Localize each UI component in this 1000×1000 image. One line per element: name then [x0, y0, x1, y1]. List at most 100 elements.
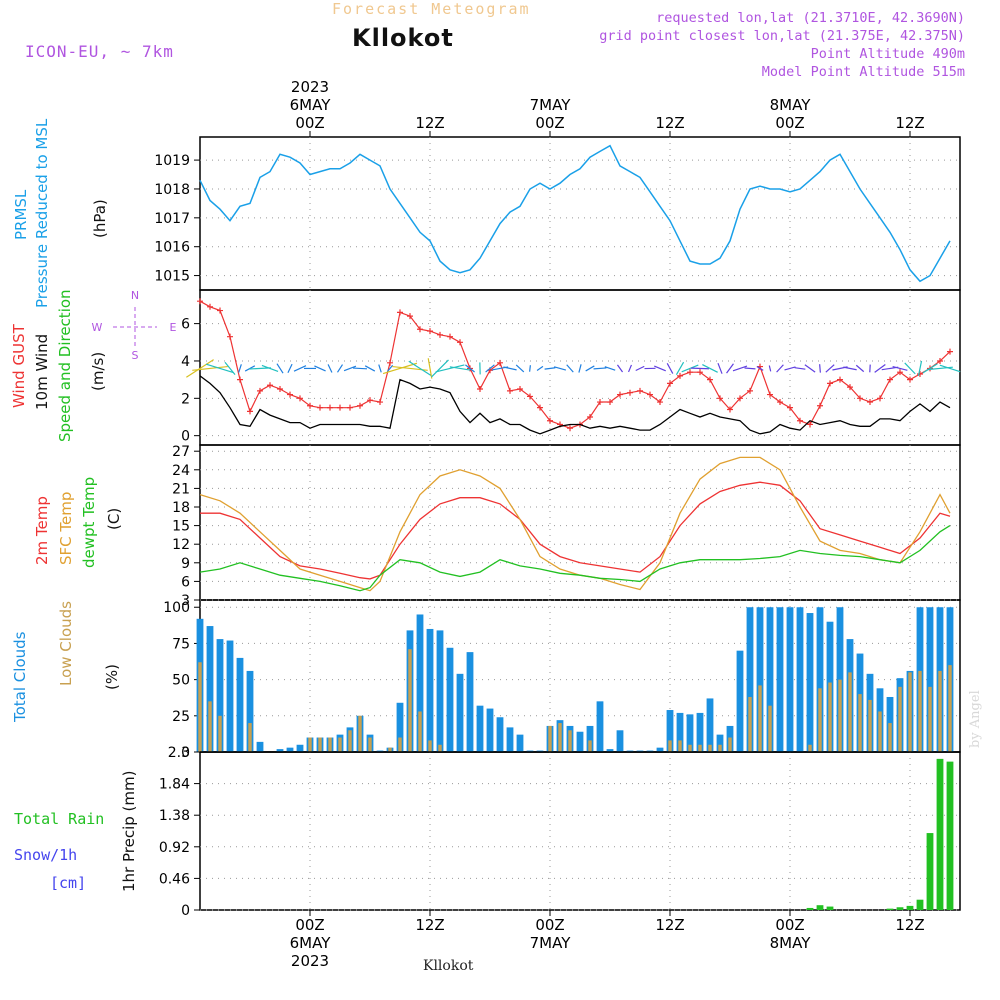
wind-arrow	[917, 360, 923, 376]
ytick-label-0-1: 1016	[154, 240, 190, 256]
gust-point	[947, 348, 953, 355]
panel-frame-4	[199, 751, 961, 911]
rain-bar	[886, 908, 894, 910]
total-cloud-bar	[236, 657, 244, 752]
wind-arrow	[794, 367, 806, 370]
panel-frame-2	[199, 444, 961, 601]
ytick-label-4-1: 0.46	[159, 871, 190, 887]
gust-point	[647, 391, 653, 398]
total-cloud-bar	[606, 749, 614, 752]
total-cloud-bar	[466, 652, 474, 752]
wind-arrow	[702, 364, 718, 373]
gust-point	[397, 309, 403, 316]
model-altitude: Model Point Altitude 515m	[761, 64, 965, 80]
gust-point	[547, 417, 553, 424]
gust-point	[747, 387, 753, 394]
wind-arrow	[784, 366, 796, 371]
wind-arrow	[756, 366, 764, 371]
gust-point	[897, 369, 903, 376]
wind-arrow	[293, 365, 307, 372]
gust-point	[787, 404, 793, 411]
gust-point	[527, 393, 533, 400]
total-cloud-bar	[516, 734, 524, 752]
ytick-label-2-0: 3	[181, 593, 190, 609]
gust-point	[517, 385, 523, 392]
wind-arrow	[939, 364, 961, 373]
total-cloud-bar	[496, 717, 504, 752]
wind-arrow	[544, 367, 556, 370]
total-cloud-bar	[666, 710, 674, 752]
ytick-label-3-4: 100	[163, 600, 190, 616]
wind-arrow	[654, 365, 666, 372]
ytick-label-4-4: 1.84	[159, 777, 190, 793]
wind-arrow	[593, 367, 607, 370]
low-cloud-bar	[758, 685, 762, 752]
ytick-label-2-1: 6	[181, 574, 190, 590]
year-bottom: 2023	[291, 952, 329, 970]
low-cloud-bar	[698, 744, 702, 752]
model-label: ICON-EU, ~ 7km	[25, 42, 174, 61]
gust-point	[337, 404, 343, 411]
dewpt-line	[199, 525, 951, 592]
rain-label: Total Rain	[14, 810, 105, 828]
wind-arrow	[681, 364, 699, 373]
gust-point	[347, 404, 353, 411]
total-cloud-bar	[296, 744, 304, 752]
xtick-bottom-label-2: 00Z	[535, 916, 564, 934]
wind-arrow	[819, 364, 821, 373]
rain-bar	[816, 905, 824, 910]
requested-coords: requested lon,lat (21.3710E, 42.3690N)	[656, 10, 965, 26]
wind-arrow	[855, 364, 865, 373]
wind-arrow	[604, 366, 616, 371]
wind-arrow	[578, 364, 582, 373]
chart-title: Forecast Meteogram	[332, 0, 531, 18]
ytick-label-1-0: 0	[181, 429, 190, 445]
low-cloud-bar	[418, 711, 422, 752]
xdate-top-4: 8MAY	[770, 96, 812, 114]
gust-line	[199, 300, 951, 429]
rain-bar	[826, 906, 834, 910]
low-cloud-bar	[888, 723, 892, 752]
gust-point	[827, 380, 833, 387]
wind-arrow	[776, 364, 784, 373]
low-cloud-bar	[668, 740, 672, 752]
total-cloud-bar	[586, 725, 594, 752]
rain-bar	[916, 899, 924, 910]
low-cloud-bar	[368, 737, 372, 752]
gust-point	[367, 397, 373, 404]
xdate-top-0: 6MAY	[290, 96, 332, 114]
snow-unit-label: [cm]	[50, 874, 87, 892]
rain-bar	[946, 761, 954, 910]
gust-point	[307, 402, 313, 409]
gust-point	[677, 372, 683, 379]
total-cloud-bar	[576, 731, 584, 752]
gust-point	[597, 399, 603, 406]
wind-arrow	[386, 364, 394, 373]
ytick-label-3-0: 0	[181, 745, 190, 761]
gust-point	[887, 376, 893, 383]
wind-arrow	[192, 365, 228, 371]
total-cloud-bar	[446, 647, 454, 752]
ytick-label-4-5: 2.3	[168, 745, 190, 761]
ytick-label-2-2: 9	[181, 556, 190, 572]
low-cloud-bar	[358, 715, 362, 752]
rain-bar	[936, 758, 944, 910]
gust-point	[537, 404, 543, 411]
gust-point	[767, 391, 773, 398]
low-cloud-bar	[858, 694, 862, 752]
wind-arrow	[536, 365, 544, 371]
xtick-top-label-2: 00Z	[535, 114, 564, 132]
ytick-label-0-0: 1015	[154, 269, 190, 285]
wind-arrow	[206, 363, 234, 374]
xtick-top-label-4: 00Z	[775, 114, 804, 132]
total-cloud-bar	[396, 702, 404, 752]
gust-point	[357, 402, 363, 409]
wind-arrow	[616, 364, 624, 373]
gust-point	[837, 376, 843, 383]
gust-point	[857, 395, 863, 402]
total-cloud-bar	[436, 630, 444, 752]
gust-point	[207, 303, 213, 310]
wind-arrow	[843, 366, 857, 371]
gust-point	[777, 399, 783, 406]
wind-arrow	[408, 360, 432, 377]
